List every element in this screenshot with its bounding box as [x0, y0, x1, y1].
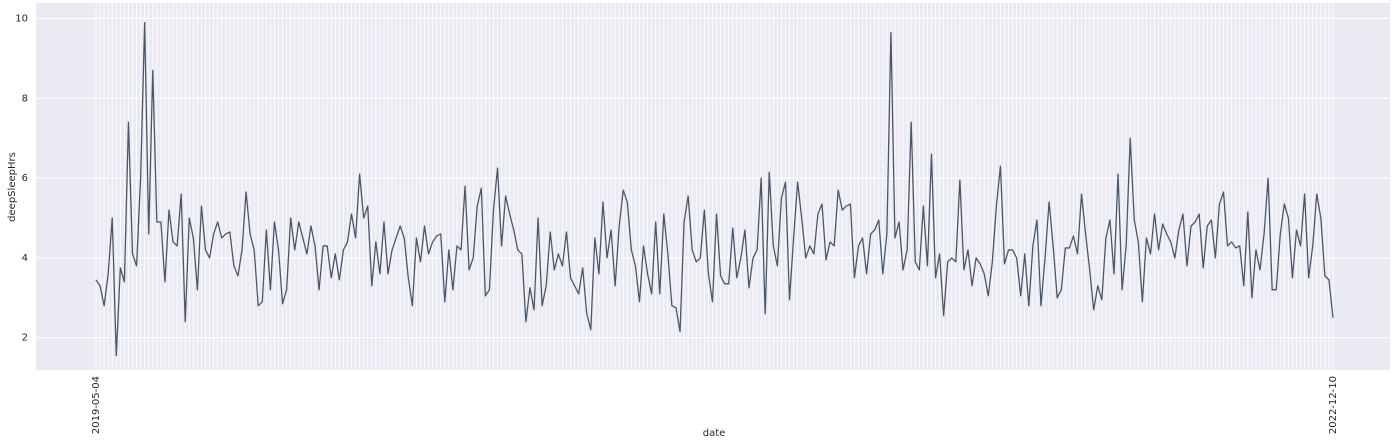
data-line [95, 21, 1334, 357]
x-axis-label: date [703, 428, 726, 439]
plot-background [36, 3, 1390, 370]
y-tick-label: 2 [22, 333, 28, 344]
x-tick-label: 2022-12-10 [1328, 376, 1339, 434]
y-tick-label: 6 [22, 173, 28, 184]
y-tick-label: 8 [22, 93, 28, 104]
x-tick-label: 2019-05-04 [91, 376, 102, 434]
y-axis-label: deepSleepHrs [7, 152, 18, 222]
y-tick-label: 4 [22, 253, 28, 264]
y-tick-label: 10 [15, 14, 28, 25]
